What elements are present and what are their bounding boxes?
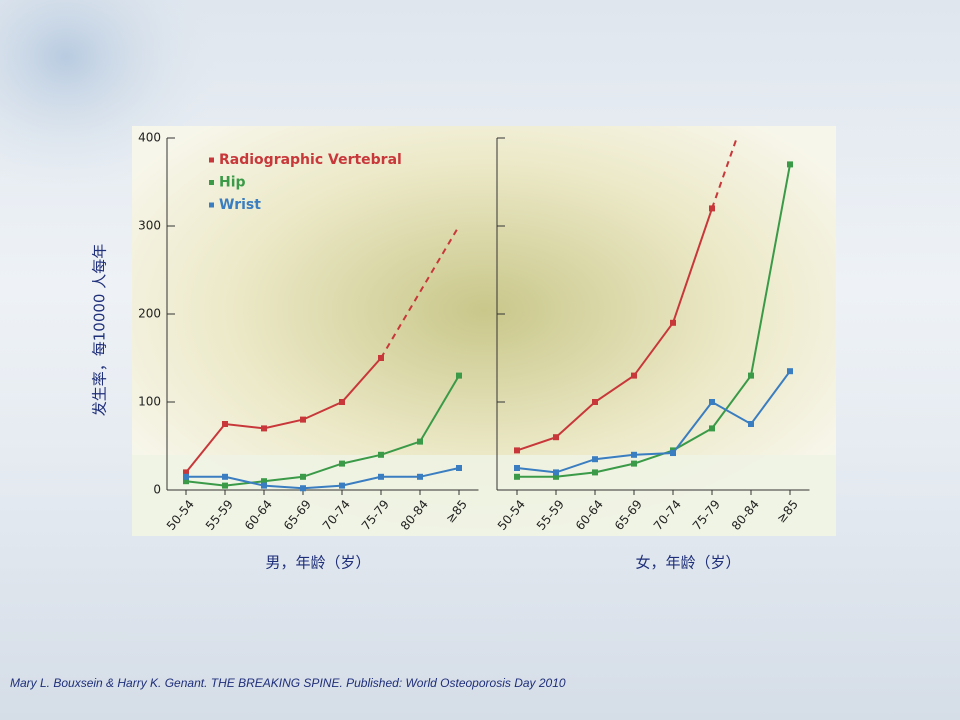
point — [417, 438, 423, 445]
series-line — [516, 208, 713, 452]
point — [709, 425, 715, 432]
series-line — [185, 375, 460, 487]
point — [378, 451, 384, 458]
point — [709, 399, 715, 405]
point — [261, 482, 267, 489]
plot-area — [183, 225, 462, 492]
series-line — [185, 357, 382, 474]
point — [553, 473, 559, 480]
point — [670, 319, 676, 326]
point — [378, 355, 384, 361]
point — [553, 434, 559, 441]
series-line — [516, 370, 791, 474]
point — [339, 482, 345, 489]
y-tick-label: 0 — [153, 483, 161, 497]
point — [631, 451, 637, 458]
point — [748, 372, 754, 379]
point — [592, 399, 598, 405]
point — [300, 485, 306, 492]
point — [592, 456, 598, 463]
point — [553, 469, 559, 476]
point — [417, 473, 423, 480]
point — [183, 469, 189, 476]
point — [183, 478, 189, 485]
series-line — [711, 138, 738, 209]
point — [300, 473, 306, 480]
plot-area — [514, 138, 793, 480]
series-line — [517, 164, 791, 478]
point — [222, 421, 228, 427]
point — [748, 421, 754, 427]
series-line — [380, 225, 460, 359]
point — [592, 469, 598, 476]
y-axis-label: 发生率，每10000 人每年 — [91, 244, 109, 417]
panel-band — [132, 455, 836, 536]
point — [183, 473, 189, 480]
point — [339, 399, 345, 405]
point — [514, 473, 520, 480]
legend-label: Wrist — [219, 197, 261, 213]
y-tick-label: 100 — [138, 395, 161, 409]
y-tick-label: 200 — [138, 307, 161, 321]
point — [670, 450, 676, 457]
legend-swatch — [209, 180, 214, 185]
legend-label: Radiographic Vertebral — [219, 152, 402, 168]
point — [222, 473, 228, 480]
point — [261, 478, 267, 485]
x-axis-label: 男，年龄（岁） — [265, 554, 370, 572]
point — [300, 416, 306, 423]
point — [709, 205, 715, 212]
point — [378, 473, 384, 480]
y-tick-label: 400 — [138, 131, 161, 145]
point — [456, 465, 462, 471]
point — [631, 372, 637, 379]
x-axis-label: 女，年龄（岁） — [635, 554, 740, 572]
series-line — [186, 467, 460, 490]
legend-swatch — [209, 157, 214, 163]
point — [514, 465, 520, 471]
point — [222, 482, 228, 489]
legend-label: Hip — [219, 175, 246, 191]
point — [456, 372, 462, 379]
point — [261, 425, 267, 432]
citation: Mary L. Bouxsein & Harry K. Genant. THE … — [10, 676, 566, 690]
point — [339, 460, 345, 467]
point — [787, 368, 793, 375]
legend-swatch — [209, 202, 214, 208]
point — [514, 447, 520, 454]
y-tick-label: 300 — [138, 219, 161, 233]
point — [631, 460, 637, 467]
point — [787, 161, 793, 168]
